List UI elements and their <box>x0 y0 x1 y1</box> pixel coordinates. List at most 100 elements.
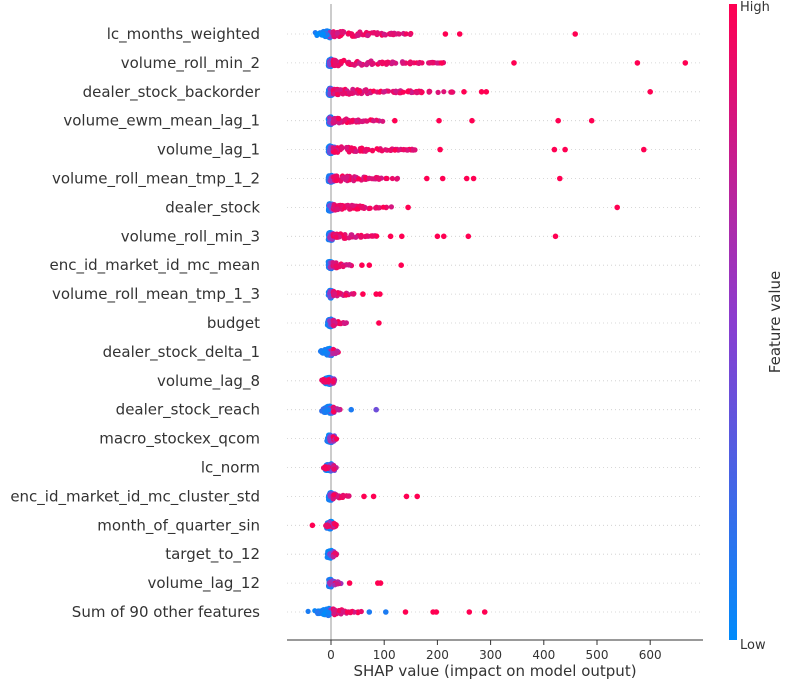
shap-dot <box>367 205 373 211</box>
shap-dot <box>341 320 347 326</box>
shap-dot <box>551 146 558 153</box>
shap-dot <box>320 377 326 383</box>
shap-dot <box>346 493 352 499</box>
shap-dot <box>353 234 359 240</box>
shap-dot <box>359 205 366 211</box>
shap-dot <box>358 608 364 615</box>
shap-dot <box>376 176 382 182</box>
shap-dot <box>348 406 355 413</box>
shap-dot <box>325 407 331 413</box>
shap-dot <box>481 609 488 615</box>
shap-dot <box>344 174 350 180</box>
shap-dot <box>400 89 406 95</box>
shap-dot <box>399 233 405 240</box>
x-tick-label: 400 <box>532 648 555 662</box>
shap-dot <box>441 233 447 240</box>
shap-dot <box>414 493 421 500</box>
shap-dot <box>385 59 391 65</box>
shap-dot <box>363 87 369 93</box>
shap-dot <box>511 60 517 66</box>
shap-dot <box>371 29 377 36</box>
shap-dot <box>323 523 329 529</box>
shap-dot <box>614 204 620 211</box>
shap-dot <box>332 148 338 154</box>
shap-dot <box>463 175 470 182</box>
shap-dot <box>634 60 641 66</box>
shap-dot <box>333 173 340 179</box>
shap-dot <box>356 60 362 66</box>
shap-dot <box>331 466 337 472</box>
shap-dot <box>339 145 345 151</box>
shap-dot <box>359 118 365 125</box>
shap-dot <box>346 235 352 241</box>
shap-dot <box>330 118 336 124</box>
shap-dot <box>359 262 365 269</box>
shap-dot <box>322 348 328 354</box>
shap-dot <box>342 117 348 123</box>
shap-dot <box>562 146 568 153</box>
feature-label: volume_roll_mean_tmp_1_3 <box>52 285 260 304</box>
feature-label: dealer_stock_delta_1 <box>103 343 260 362</box>
shap-dot <box>356 89 362 95</box>
shap-dot <box>361 493 367 500</box>
shap-dot <box>366 175 372 181</box>
feature-label: dealer_stock_backorder <box>83 83 261 102</box>
shap-dot <box>466 609 473 615</box>
shap-dot <box>373 205 379 211</box>
feature-label: volume_lag_12 <box>147 574 260 593</box>
shap-dot <box>334 88 340 94</box>
shap-dot <box>366 609 373 615</box>
shap-dot <box>314 31 321 37</box>
shap-dot <box>345 61 352 67</box>
shap-dot <box>351 203 357 209</box>
shap-dot <box>355 32 361 39</box>
shap-dot <box>393 88 399 94</box>
shap-dot <box>369 148 376 154</box>
shap-dot <box>330 323 337 329</box>
feature-labels: lc_months_weighted volume_roll_min_2deale… <box>10 25 261 621</box>
shap-dot <box>370 60 376 67</box>
shap-dot <box>373 406 380 413</box>
shap-dot <box>363 146 369 152</box>
shap-dot <box>309 522 316 529</box>
shap-dot <box>465 233 472 240</box>
feature-label: enc_id_market_id_mc_mean <box>50 256 261 275</box>
feature-label: Sum of 90 other features <box>72 603 260 621</box>
shap-dot <box>461 89 467 95</box>
shap-dot <box>407 31 413 37</box>
shap-dot <box>350 291 357 297</box>
shap-dot <box>323 466 329 472</box>
feature-label: volume_ewm_mean_lag_1 <box>63 112 260 131</box>
shap-dot <box>387 233 394 240</box>
x-axis-ticks: 0 100 200 300 400 500 600 <box>327 640 662 662</box>
shap-dot <box>442 31 449 37</box>
x-tick-label: 600 <box>639 648 662 662</box>
shap-dot <box>478 89 485 95</box>
shap-dot <box>356 176 362 182</box>
shap-dot <box>314 609 320 615</box>
shap-dot <box>326 580 333 586</box>
shap-dot <box>334 91 340 98</box>
shap-dot <box>340 28 346 35</box>
feature-label: volume_roll_min_2 <box>121 54 260 73</box>
shap-dot <box>370 493 377 500</box>
feature-label: macro_stockex_qcom <box>99 430 260 449</box>
shap-dot <box>416 60 422 66</box>
shap-dot <box>333 436 340 442</box>
shap-dot <box>340 263 346 270</box>
x-axis-title: SHAP value (impact on model output) <box>353 662 636 680</box>
feature-label: volume_lag_1 <box>157 141 260 160</box>
shap-dot <box>390 31 396 37</box>
x-tick-label: 0 <box>327 648 335 662</box>
row-grid-lines <box>287 33 703 613</box>
shap-dot <box>389 175 395 182</box>
x-tick-label: 300 <box>479 648 502 662</box>
shap-dot <box>370 233 376 239</box>
shap-dot <box>364 62 370 68</box>
colorbar-title: Feature value <box>766 271 784 373</box>
shap-dot <box>357 148 363 154</box>
feature-label: month_of_quarter_sin <box>97 516 260 535</box>
shap-dot <box>379 60 385 66</box>
shap-dot <box>414 90 420 96</box>
